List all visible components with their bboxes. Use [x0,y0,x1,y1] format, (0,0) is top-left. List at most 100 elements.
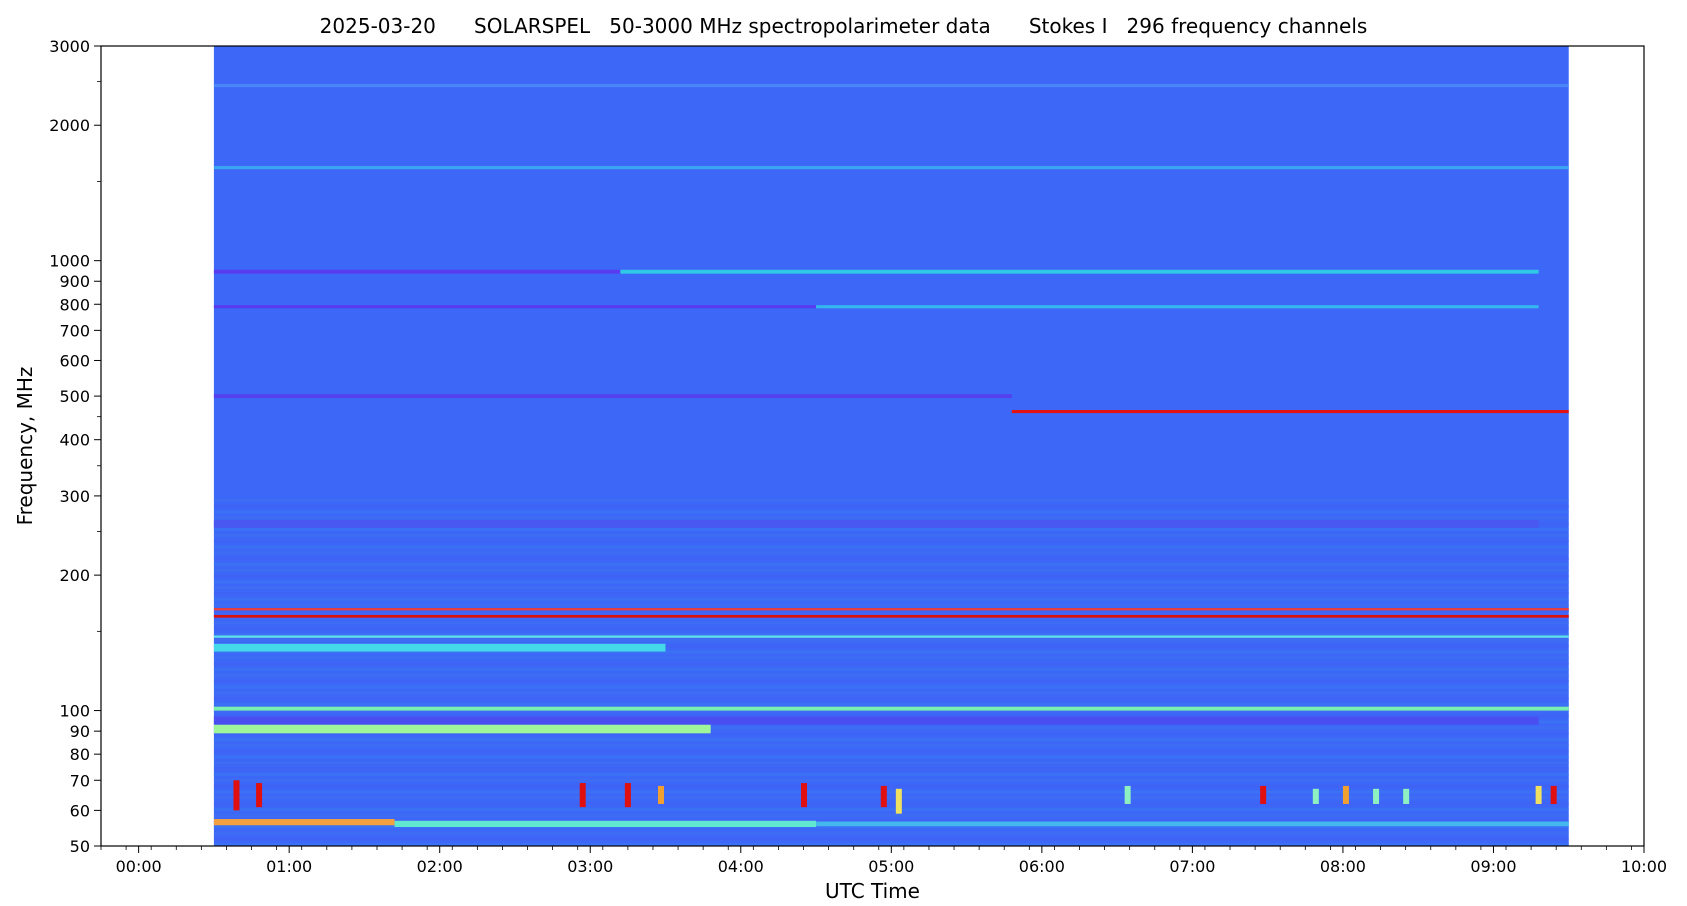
spectrogram-texture [213,662,1569,666]
spectrogram-texture [213,668,1569,671]
spectrogram-texture [213,644,1569,648]
spectrogram-texture [213,784,1569,788]
spectrogram-texture [213,568,1569,572]
spectrogram-texture [213,703,1569,706]
y-tick-label: 80 [70,745,90,764]
chart-title: 2025-03-20 SOLARSPEL 50-3000 MHz spectro… [319,14,1368,38]
spectrogram-band [213,394,1012,399]
spectrogram-texture [213,825,1569,829]
y-tick-label: 700 [59,321,90,340]
y-tick-label: 1000 [49,252,90,271]
y-tick-label: 60 [70,801,90,820]
spectrogram-texture [213,580,1569,584]
x-tick-label: 00:00 [116,857,162,876]
spectrogram-texture [213,557,1569,561]
y-tick-label: 900 [59,272,90,291]
x-tick-label: 07:00 [1169,857,1215,876]
radio-burst [1373,788,1380,804]
spectrogram-texture [213,679,1569,683]
x-tick-label: 09:00 [1470,857,1516,876]
y-axis-label: Frequency, MHz [13,367,37,526]
y-tick-label: 100 [59,702,90,721]
spectrogram-texture [213,813,1569,817]
spectrogram-texture [213,773,1569,776]
radio-burst [657,785,664,804]
spectrogram-texture [213,790,1569,794]
radio-burst [1403,788,1410,804]
y-tick-label: 90 [70,722,90,741]
y-tick-label: 2000 [49,116,90,135]
spectrogram-texture [213,638,1569,642]
spectrogram-texture [213,528,1569,531]
spectrogram-texture [213,609,1569,613]
spectrogram-texture [213,685,1569,689]
x-tick-label: 01:00 [266,857,312,876]
y-tick-label: 800 [59,295,90,314]
spectrogram-band [213,706,1569,711]
radio-burst [624,783,631,808]
spectrogram-texture [213,802,1569,806]
spectrogram-data [213,46,1569,846]
y-tick-label: 200 [59,566,90,585]
spectrogram-band [213,84,1569,88]
y-tick-label: 3000 [49,37,90,56]
x-tick-label: 03:00 [567,857,613,876]
spectrogram-texture [213,533,1569,537]
spectrogram-texture [213,738,1569,741]
radio-burst [256,783,263,808]
y-tick-label: 400 [59,431,90,450]
radio-burst [1535,785,1542,804]
spectrogram-band [213,608,1569,611]
spectrogram-texture [213,516,1569,520]
spectrogram-texture [213,498,1569,502]
spectrogram-texture [213,545,1569,549]
spectrogram-texture [213,808,1569,811]
x-tick-label: 05:00 [868,857,914,876]
spectrogram-texture [213,539,1569,543]
spectrogram-texture [213,650,1569,654]
x-tick-label: 08:00 [1320,857,1366,876]
spectrogram-band [213,519,1539,528]
y-tick-label: 300 [59,487,90,506]
spectrogram-texture [213,714,1569,718]
spectrogram-texture [213,574,1569,578]
y-tick-label: 500 [59,387,90,406]
spectrogram-texture [213,796,1569,800]
spectrogram-texture [213,843,1569,846]
spectrogram-texture [213,603,1569,607]
spectrogram-texture [213,819,1569,823]
spectrogram-texture [213,691,1569,695]
spectrogram-texture [213,761,1569,765]
radio-burst [895,788,902,814]
spectrogram-band [620,269,1539,274]
spectrogram-texture [213,598,1569,601]
spectrogram-band [213,614,1569,618]
spectrogram-texture [213,732,1569,736]
spectrogram-texture [213,697,1569,701]
spectrogram-texture [213,621,1569,625]
spectrogram-texture [213,673,1569,677]
spectrogram-band [213,724,711,734]
spectrogram-texture [213,656,1569,660]
spectrogram-texture [213,586,1569,590]
plot-frame [100,45,1645,847]
x-tick-label: 06:00 [1019,857,1065,876]
radio-burst [1124,785,1131,804]
radio-burst [1260,785,1267,804]
spectrogram-texture [213,743,1569,747]
spectrogram-band [816,821,1569,827]
y-tick-label: 70 [70,771,90,790]
y-tick-label: 600 [59,351,90,370]
spectrogram-texture [213,831,1569,835]
spectrogram-texture [213,627,1569,631]
spectrogram-band [394,820,817,828]
spectrogram-texture [213,592,1569,596]
spectrogram-band [213,643,666,652]
spectrogram-band [816,305,1539,309]
radio-burst [880,785,887,808]
spectrogram-band [213,166,1569,170]
spectrogram-texture [213,778,1569,782]
spectrogram-band [213,819,395,826]
